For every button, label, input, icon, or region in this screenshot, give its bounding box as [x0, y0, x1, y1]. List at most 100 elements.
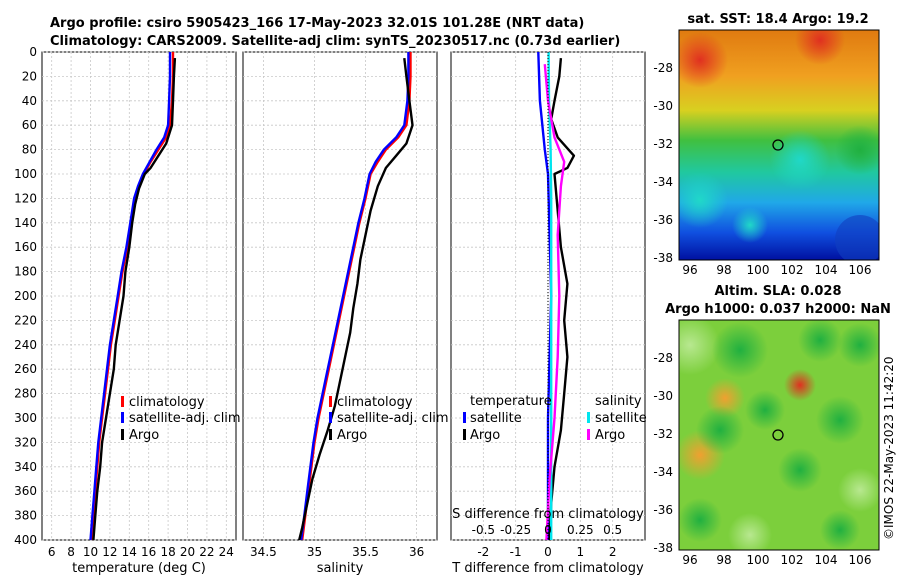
series-line-satellite-adj-clim	[89, 52, 172, 541]
legend-argo: Argo	[129, 428, 159, 443]
map-y-tick-label: -38	[653, 251, 673, 265]
salinity-panel: 34.5 35 35.5 36 salinity climatology satell…	[242, 51, 449, 576]
legend-swatch-argo	[329, 429, 332, 440]
y-tick-label: 320	[14, 435, 37, 449]
legend-argo: Argo	[337, 428, 367, 443]
legend-t-argo: Argo	[470, 428, 500, 443]
y-tick-label: 20	[22, 69, 37, 83]
top-x-tick-label: -0.25	[500, 523, 531, 537]
difference-top-xlabel: S difference from climatology	[452, 507, 644, 522]
y-tick-label: 380	[14, 509, 37, 523]
y-tick-label: 280	[14, 387, 37, 401]
map-x-tick-label: 102	[781, 553, 804, 567]
map-x-tick-label: 98	[716, 263, 731, 277]
legend-climatology: climatology	[337, 395, 413, 410]
y-tick-label: 400	[14, 533, 37, 547]
series-line-argo	[92, 58, 177, 541]
header-line1: Argo profile: csiro 5905423_166 17-May-2…	[50, 16, 584, 31]
x-tick-label: 0	[544, 545, 552, 559]
difference-legend-salinity: salinity satellite Argo	[587, 394, 647, 443]
sst-map-title: sat. SST: 18.4 Argo: 19.2	[687, 12, 868, 27]
x-tick-label: 12	[102, 545, 117, 559]
legend-swatch-satellite	[121, 412, 124, 423]
y-tick-label: 180	[14, 265, 37, 279]
top-x-tick-label: -0.5	[472, 523, 495, 537]
map-y-tick-label: -36	[653, 503, 673, 517]
map-y-tick-label: -32	[653, 137, 673, 151]
map-y-tick-label: -34	[653, 175, 673, 189]
legend-swatch-climatology	[329, 396, 332, 407]
x-tick-label: 1	[577, 545, 585, 559]
legend-swatch-satellite	[329, 412, 332, 423]
legend-satellite: satellite-adj. clim	[129, 411, 241, 426]
legend-swatch-s-satellite	[587, 412, 590, 423]
x-tick-label: 18	[160, 545, 175, 559]
x-tick-label: -2	[477, 545, 489, 559]
series-line-argo	[298, 57, 414, 541]
legend-swatch-s-argo	[587, 429, 590, 440]
series-line-s-argo	[543, 64, 566, 541]
y-tick-label: 40	[22, 94, 37, 108]
legend-temperature-title: temperature	[470, 394, 552, 409]
x-tick-label: 2	[609, 545, 617, 559]
x-tick-label: 22	[199, 545, 214, 559]
legend-swatch-climatology	[121, 396, 124, 407]
x-tick-label: 36	[409, 545, 424, 559]
map-y-tick-label: -34	[653, 465, 673, 479]
map-x-tick-label: 104	[815, 553, 838, 567]
sst-map-frame	[678, 29, 880, 261]
salinity-xlabel: salinity	[317, 561, 364, 576]
map-y-tick-label: -28	[653, 61, 673, 75]
y-tick-label: 240	[14, 338, 37, 352]
map-y-tick-label: -38	[653, 541, 673, 555]
header-line2: Climatology: CARS2009. Satellite-adj cli…	[50, 34, 620, 49]
y-tick-label: 60	[22, 118, 37, 132]
map-y-tick-label: -32	[653, 427, 673, 441]
map-x-tick-label: 106	[849, 553, 872, 567]
legend-t-satellite: satellite	[470, 411, 522, 426]
y-tick-label: 80	[22, 143, 37, 157]
top-x-tick-label: 0.25	[567, 523, 594, 537]
sla-map-frame	[678, 319, 880, 551]
x-tick-label: 14	[122, 545, 137, 559]
sst-map: sat. SST: 18.4 Argo: 19.2 -28 -30 -32 -34 -3…	[653, 12, 880, 277]
x-tick-label: 35	[307, 545, 322, 559]
legend-swatch-t-argo	[463, 429, 466, 440]
y-tick-label: 260	[14, 362, 37, 376]
y-tick-label: 340	[14, 460, 37, 474]
sla-map-title1: Altim. SLA: 0.028	[715, 284, 842, 299]
y-tick-label: 160	[14, 240, 37, 254]
y-tick-label: 300	[14, 411, 37, 425]
y-tick-label: 140	[14, 216, 37, 230]
y-tick-label: 220	[14, 313, 37, 327]
map-x-tick-label: 104	[815, 263, 838, 277]
map-x-tick-label: 106	[849, 263, 872, 277]
legend-climatology: climatology	[129, 395, 205, 410]
x-tick-label: 6	[48, 545, 56, 559]
x-tick-label: 34.5	[250, 545, 277, 559]
sla-map-title2: Argo h1000: 0.037 h2000: NaN	[665, 302, 891, 317]
map-y-tick-label: -28	[653, 351, 673, 365]
map-y-tick-label: -36	[653, 213, 673, 227]
legend-swatch-argo	[121, 429, 124, 440]
sla-map: Altim. SLA: 0.028 Argo h1000: 0.037 h200…	[653, 284, 890, 567]
map-y-tick-label: -30	[653, 389, 673, 403]
map-x-tick-label: 96	[682, 263, 697, 277]
y-tick-label: 100	[14, 167, 37, 181]
y-tick-label: 0	[29, 45, 37, 59]
y-tick-label: 200	[14, 289, 37, 303]
difference-legend-temperature: temperature satellite Argo	[463, 394, 552, 443]
map-x-tick-label: 100	[747, 263, 770, 277]
temperature-legend: climatology satellite-adj. clim Argo	[121, 395, 241, 443]
top-x-tick-label: 0.5	[603, 523, 622, 537]
legend-swatch-t-satellite	[463, 412, 466, 423]
legend-s-argo: Argo	[595, 428, 625, 443]
legend-salinity-title: salinity	[595, 394, 642, 409]
legend-s-satellite: satellite	[595, 411, 647, 426]
x-tick-label: 16	[141, 545, 156, 559]
x-tick-label: 35.5	[352, 545, 379, 559]
difference-xlabel: T difference from climatology	[451, 561, 644, 576]
x-tick-label: 20	[180, 545, 195, 559]
imos-watermark: ©IMOS 22-May-2023 11:42:20	[882, 356, 896, 540]
